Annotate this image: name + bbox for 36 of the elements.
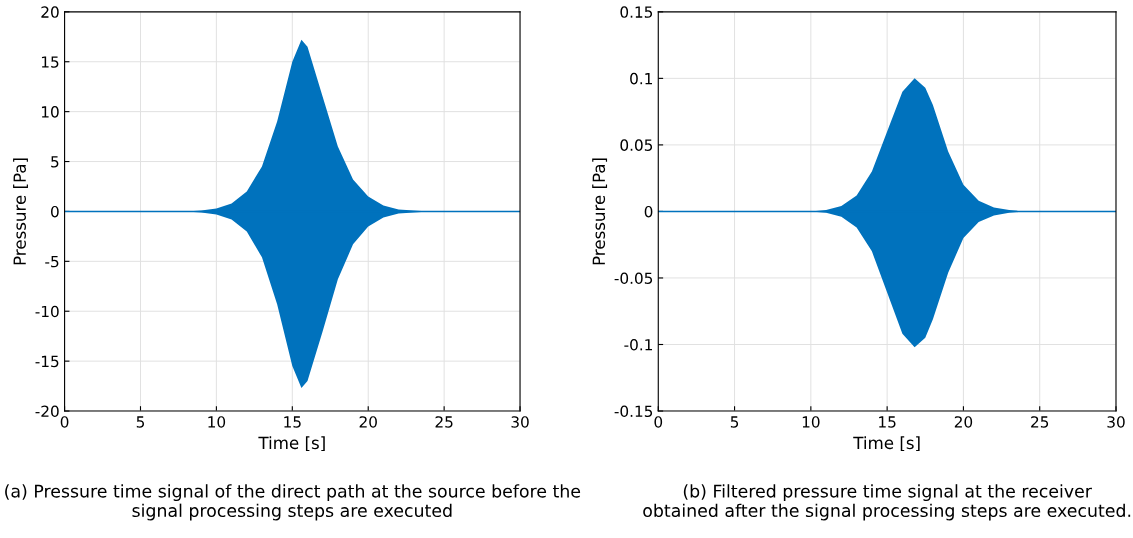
y-tick-label: 0.05: [620, 139, 653, 151]
x-tick-label: 5: [730, 416, 739, 428]
x-tick-label: 20: [954, 416, 973, 428]
y-tick-label: -10: [35, 305, 59, 318]
x-axis-title: Time [s]: [258, 436, 325, 452]
text: (a) Pressure time signal of the direct path at the source before the signal processing steps are executed: [5, 484, 581, 521]
y-tick-label: 0: [644, 205, 653, 218]
x-tick-label: 20: [359, 416, 377, 428]
x-tick-label: 15: [879, 416, 896, 428]
y-tick-label: 0.1: [630, 72, 652, 85]
y-axis-title: Pressure [Pa]: [592, 158, 608, 265]
x-tick-label: 10: [208, 416, 226, 428]
y-tick-label: 0.15: [620, 6, 653, 18]
y-tick-label: 10: [41, 106, 59, 118]
x-tick-label: 10: [802, 416, 820, 428]
y-tick-label: 15: [41, 56, 59, 68]
y-tick-label: -0.15: [614, 405, 653, 418]
y-axis-title: Pressure [Pa]: [13, 158, 28, 265]
x-axis-title: Time [s]: [853, 436, 920, 452]
y-tick-label: -15: [35, 355, 59, 368]
x-tick-label: 0: [60, 416, 69, 428]
y-tick-label: 5: [51, 156, 59, 168]
y-tick-label: 20: [41, 6, 59, 18]
y-tick-label: -0.1: [624, 338, 652, 351]
y-tick-label: -20: [35, 405, 59, 418]
x-tick-label: 30: [511, 416, 529, 428]
x-tick-label: 0: [654, 416, 663, 428]
x-tick-label: 5: [136, 416, 145, 428]
y-tick-label: 0: [51, 205, 59, 218]
y-tick-label: -0.05: [614, 272, 653, 284]
x-tick-label: 30: [1107, 416, 1125, 428]
y-tick-label: -5: [45, 256, 59, 268]
x-tick-label: 25: [435, 416, 453, 428]
x-tick-label: 15: [284, 416, 301, 428]
text: (b) Filtered pressure time signal at the receiver obtained after the signal processing steps are executed.: [643, 484, 1131, 521]
x-tick-label: 25: [1031, 416, 1049, 428]
